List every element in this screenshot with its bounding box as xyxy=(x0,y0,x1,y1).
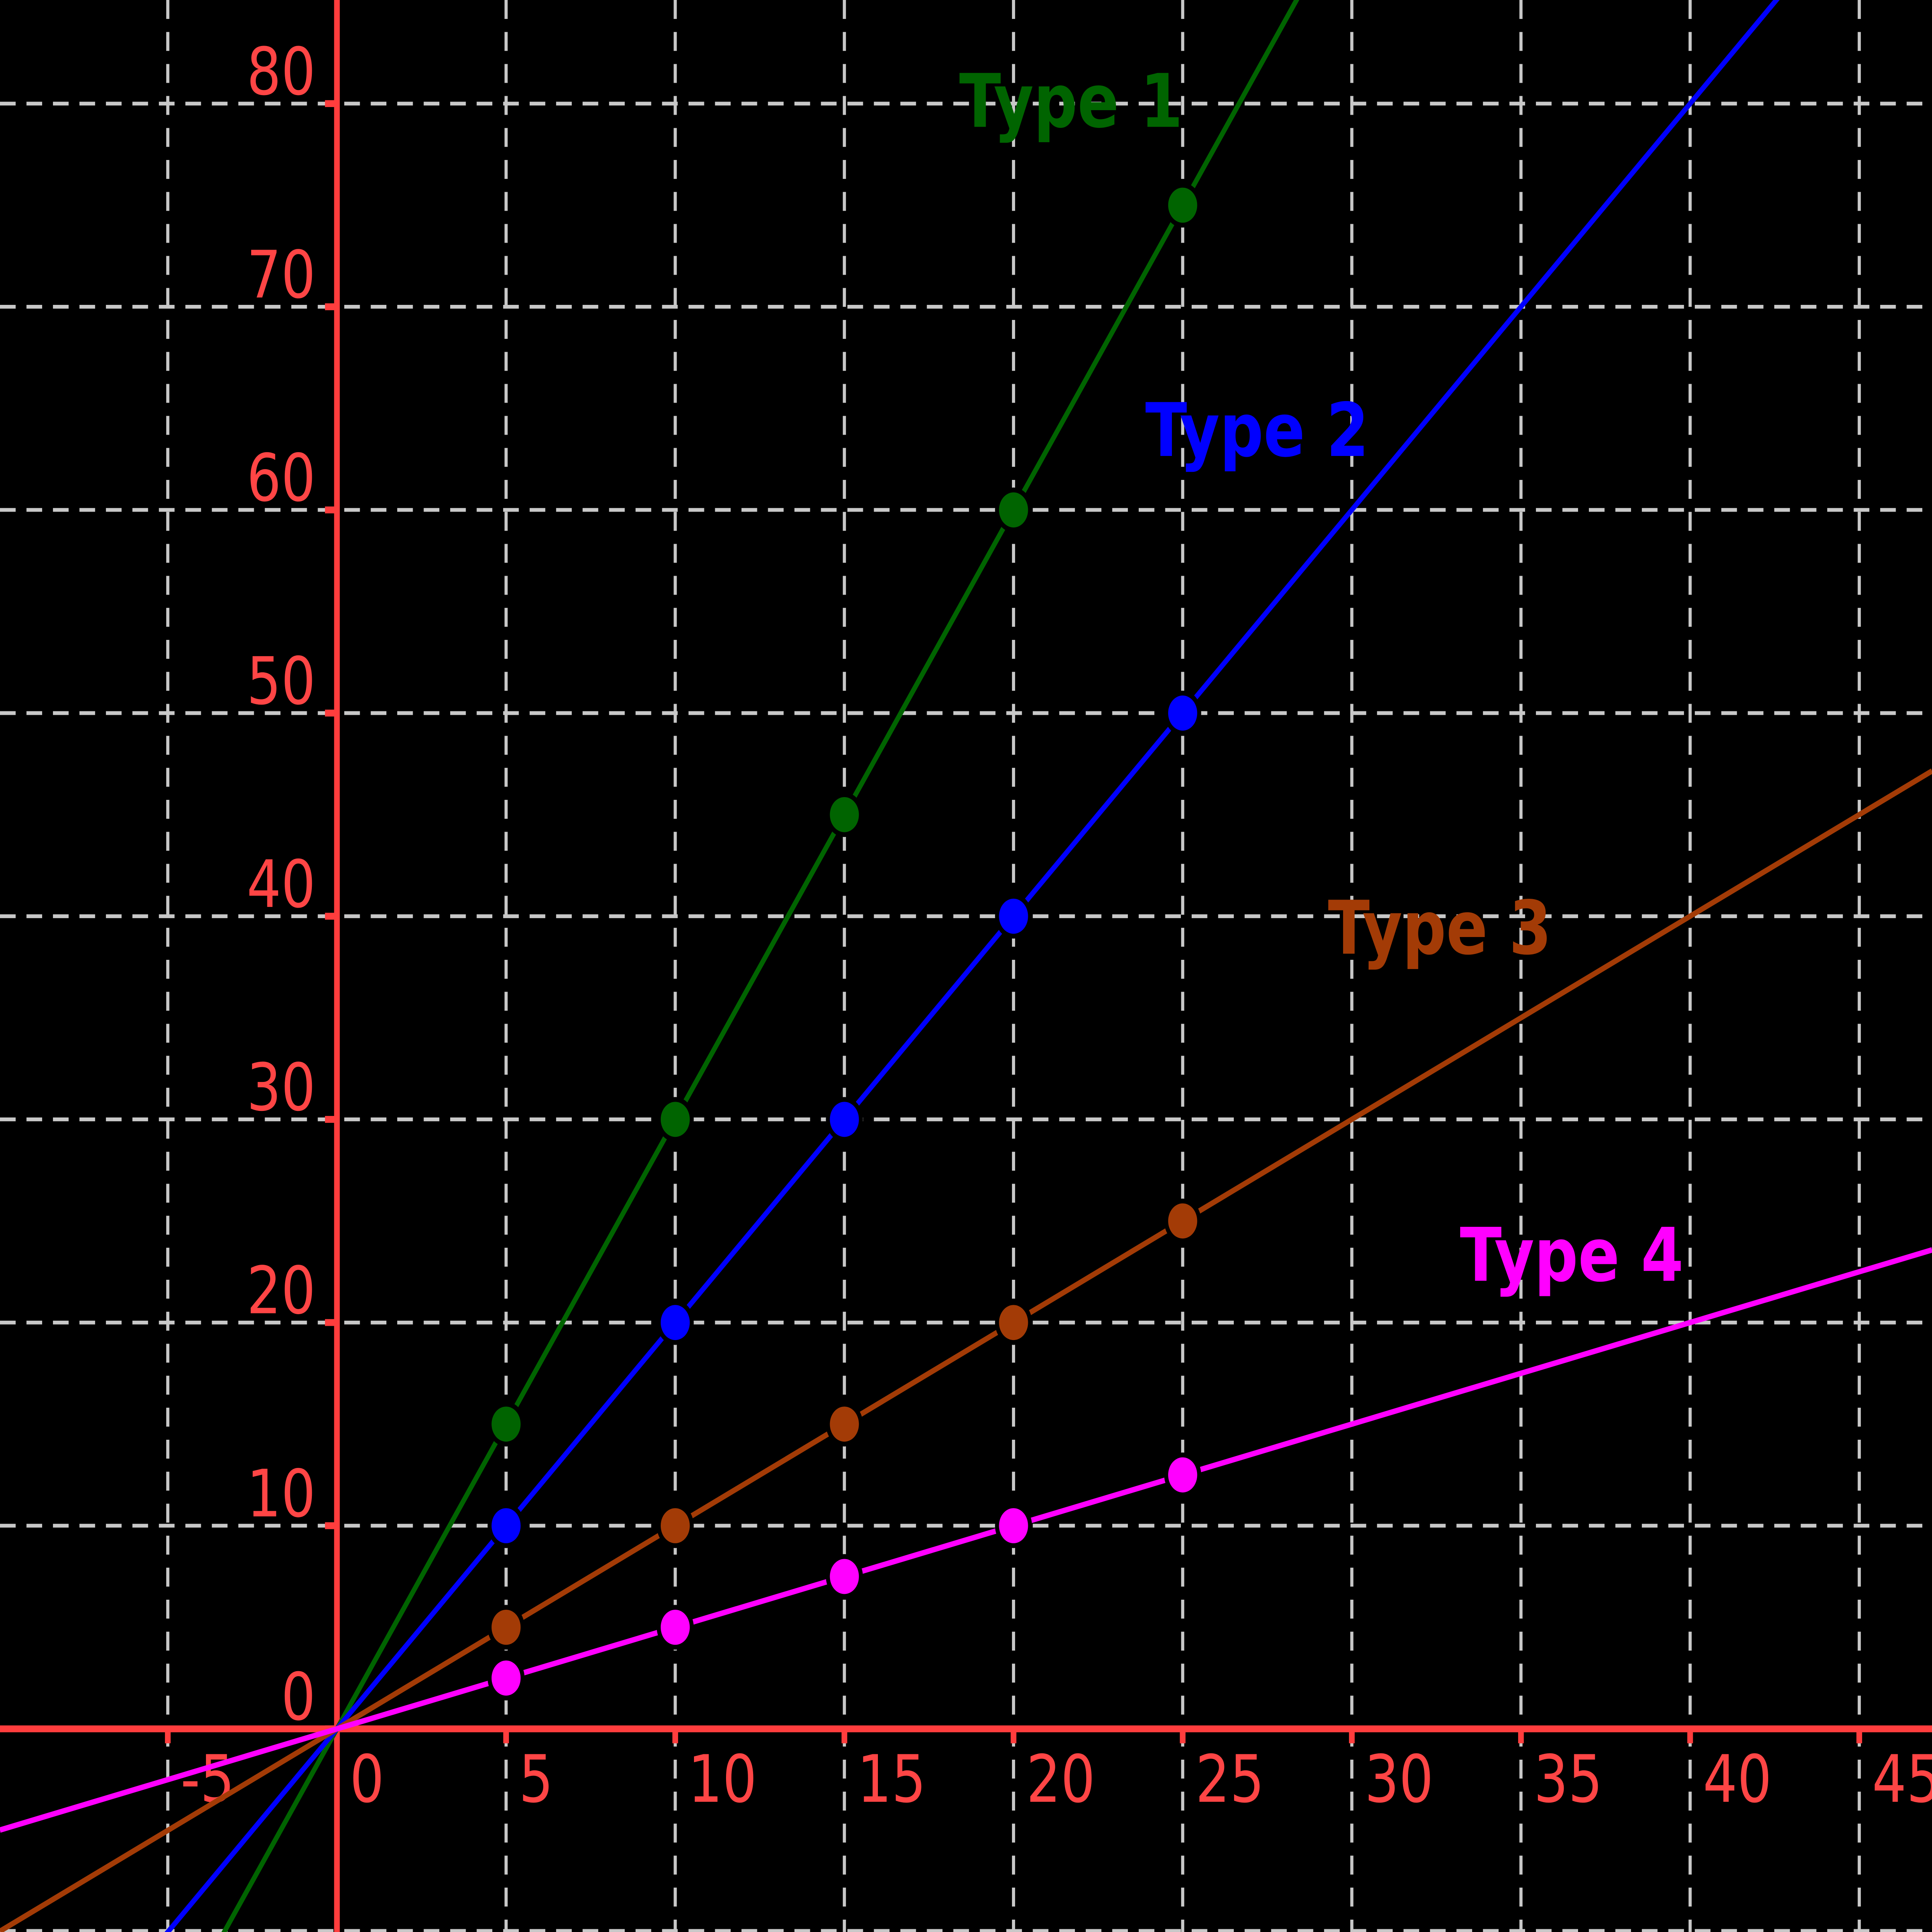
x-tick-label-0: 0 xyxy=(350,1741,384,1817)
x-tick-label-5: 5 xyxy=(519,1741,553,1817)
data-point-type-4-15 xyxy=(826,1554,863,1599)
data-point-type-1-5 xyxy=(487,1401,525,1447)
x-tick-mark-25 xyxy=(1180,1729,1186,1743)
y-tick-label-40: 40 xyxy=(247,846,316,922)
y-tick-mark-50 xyxy=(325,709,337,717)
x-tick-labels: -5051015202530354045 xyxy=(180,1741,1932,1817)
y-tick-label-0: 0 xyxy=(281,1659,316,1735)
x-tick-label-30: 30 xyxy=(1365,1741,1434,1817)
y-tick-mark-40 xyxy=(325,913,337,920)
series-labels: Type 1 Type 2 Type 3 Type 4 xyxy=(959,59,1684,1299)
y-tick-mark-80 xyxy=(325,100,337,107)
x-tick-mark-30 xyxy=(1349,1729,1355,1743)
series-markers xyxy=(487,183,1201,1701)
y-tick-label-20: 20 xyxy=(247,1253,316,1329)
x-tick-mark--5 xyxy=(165,1729,171,1743)
y-tick-mark-10 xyxy=(325,1522,337,1529)
series-label-type-4: Type 4 xyxy=(1460,1213,1684,1298)
y-tick-mark-30 xyxy=(325,1116,337,1123)
data-point-type-4-20 xyxy=(995,1503,1032,1548)
data-point-type-1-10 xyxy=(656,1097,694,1142)
x-tick-mark-40 xyxy=(1687,1729,1693,1743)
series-label-type-2: Type 2 xyxy=(1145,388,1369,473)
series-label-type-3: Type 3 xyxy=(1328,886,1552,971)
y-tick-label-10: 10 xyxy=(247,1456,316,1532)
series-line-type-3 xyxy=(0,768,1932,1932)
x-tick-label-15: 15 xyxy=(857,1741,926,1817)
x-tick-label-20: 20 xyxy=(1026,1741,1095,1817)
y-tick-label-50: 50 xyxy=(247,643,316,719)
data-point-type-3-15 xyxy=(826,1401,863,1447)
x-tick-label-35: 35 xyxy=(1534,1741,1602,1817)
x-tick-label-40: 40 xyxy=(1703,1741,1772,1817)
data-point-type-3-5 xyxy=(487,1605,525,1650)
data-point-type-2-25 xyxy=(1164,690,1201,736)
x-tick-label-10: 10 xyxy=(688,1741,757,1817)
x-tick-mark-20 xyxy=(1010,1729,1017,1743)
x-tick-label-45: 45 xyxy=(1872,1741,1932,1817)
x-tick-mark-5 xyxy=(503,1729,509,1743)
data-point-type-2-15 xyxy=(826,1097,863,1142)
y-tick-mark-20 xyxy=(325,1319,337,1326)
data-point-type-3-25 xyxy=(1164,1198,1201,1243)
data-point-type-4-5 xyxy=(487,1655,525,1701)
x-tick-mark-35 xyxy=(1518,1729,1524,1743)
data-point-type-2-20 xyxy=(995,894,1032,939)
x-tick-mark-15 xyxy=(841,1729,847,1743)
x-tick-mark-45 xyxy=(1856,1729,1862,1743)
y-tick-label-60: 60 xyxy=(247,440,316,516)
data-point-type-1-15 xyxy=(826,792,863,837)
data-point-type-4-25 xyxy=(1164,1452,1201,1497)
data-point-type-3-10 xyxy=(656,1503,694,1548)
y-tick-label-30: 30 xyxy=(247,1049,316,1126)
data-point-type-1-25 xyxy=(1164,183,1201,228)
y-tick-labels: 0 10 20 30 40 50 60 70 80 xyxy=(247,34,316,1735)
data-point-type-3-20 xyxy=(995,1300,1032,1345)
x-tick-label-25: 25 xyxy=(1196,1741,1264,1817)
y-tick-mark-70 xyxy=(325,303,337,310)
data-point-type-2-5 xyxy=(487,1503,525,1548)
y-tick-mark-60 xyxy=(325,506,337,514)
series-line-type-4 xyxy=(0,1247,1932,1833)
data-point-type-1-20 xyxy=(995,487,1032,532)
series-label-type-1: Type 1 xyxy=(959,59,1183,145)
y-tick-label-80: 80 xyxy=(247,34,316,110)
data-point-type-2-10 xyxy=(656,1300,694,1345)
x-tick-mark-10 xyxy=(672,1729,678,1743)
y-tick-label-70: 70 xyxy=(247,237,316,313)
axis-tick-marks xyxy=(165,100,1862,1743)
data-point-type-4-10 xyxy=(656,1605,694,1650)
